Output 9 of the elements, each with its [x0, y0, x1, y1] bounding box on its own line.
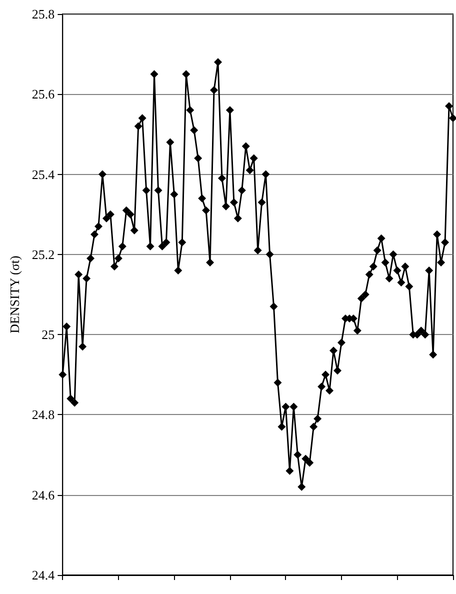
y-tick-label: 25	[42, 327, 55, 342]
y-tick-label: 25.2	[32, 246, 55, 262]
y-tick-label: 24.6	[32, 487, 56, 502]
y-tick-label: 24.8	[32, 407, 55, 422]
y-tick-label: 25.8	[32, 6, 55, 22]
y-tick-label: 25.4	[32, 166, 56, 182]
y-tick-label: 25.6	[32, 86, 56, 102]
y-axis-title: DENSITY (σt)	[7, 256, 22, 334]
y-tick-label: 24.4	[32, 568, 56, 582]
